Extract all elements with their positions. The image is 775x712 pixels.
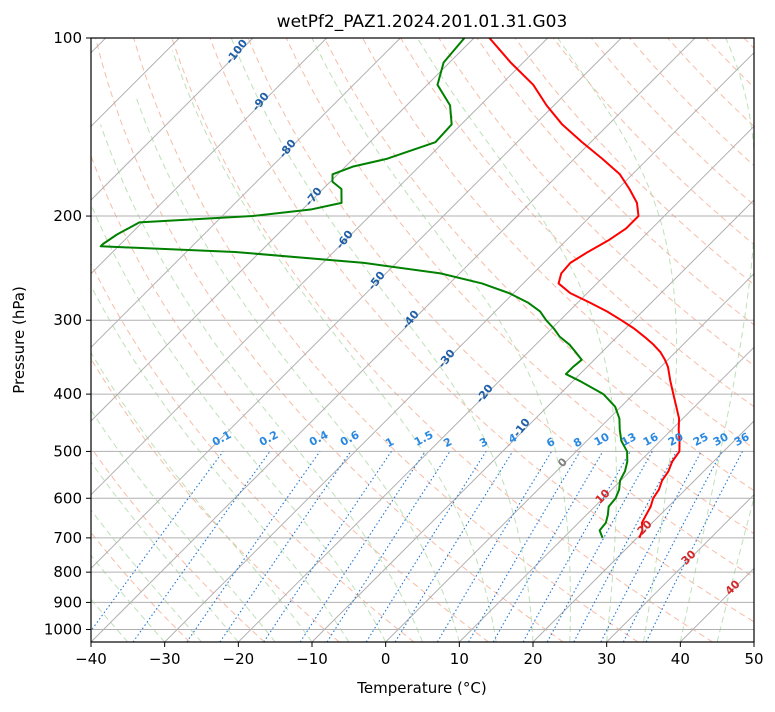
y-tick-label: 400 bbox=[53, 385, 82, 403]
x-tick-label: −20 bbox=[223, 650, 255, 668]
moist-adiabat-line bbox=[101, 124, 423, 642]
isotherm-line bbox=[459, 38, 775, 642]
chart-title: wetPf2_PAZ1.2024.201.01.31.G03 bbox=[277, 12, 568, 32]
mixing-ratio-line bbox=[264, 451, 392, 642]
moist-adiabat-label: 30 bbox=[679, 547, 699, 567]
moist-adiabat-line bbox=[172, 51, 496, 642]
dry-adiabat-line bbox=[668, 38, 775, 642]
x-tick-label: −30 bbox=[149, 650, 181, 668]
y-axis-label: Pressure (hPa) bbox=[10, 286, 28, 394]
mixing-ratio-label: 0.4 bbox=[307, 428, 331, 449]
dewpoint-profile-line bbox=[101, 38, 628, 538]
isotherm-line bbox=[165, 38, 769, 642]
isotherm-line bbox=[0, 38, 400, 642]
dry-adiabat-line bbox=[744, 38, 775, 642]
dry-adiabat-line bbox=[553, 38, 775, 642]
dry-adiabat-label: -70 bbox=[302, 185, 325, 209]
moist-adiabat-label: 10 bbox=[593, 486, 613, 506]
mixing-ratio-line bbox=[601, 451, 701, 642]
y-tick-label: 800 bbox=[53, 563, 82, 581]
moist-adiabat-line bbox=[0, 222, 275, 642]
dry-adiabat-line bbox=[0, 38, 190, 642]
x-tick-label: 20 bbox=[523, 650, 542, 668]
y-tick-label: 1000 bbox=[44, 620, 82, 638]
x-axis-label: Temperature (°C) bbox=[356, 679, 486, 697]
moist-adiabat-line bbox=[754, 38, 775, 642]
mixing-ratio-line bbox=[437, 451, 551, 642]
moist-adiabat-line bbox=[558, 38, 677, 642]
moist-adiabat-label: 40 bbox=[723, 577, 743, 597]
isotherm-line bbox=[91, 38, 695, 642]
mixing-ratio-label: 16 bbox=[641, 430, 661, 449]
mixing-ratio-label: 1 bbox=[383, 435, 396, 450]
dry-adiabat-line bbox=[591, 38, 775, 642]
y-tick-label: 900 bbox=[53, 593, 82, 611]
mixing-ratio-label: 0.2 bbox=[257, 428, 280, 449]
mixing-ratio-label: 36 bbox=[732, 430, 752, 449]
dry-adiabat-line bbox=[172, 38, 713, 642]
x-tick-label: −10 bbox=[296, 650, 328, 668]
mixing-ratio-line bbox=[469, 451, 581, 642]
mixing-ratio-label: 30 bbox=[711, 430, 731, 449]
mixing-ratio-line bbox=[366, 451, 486, 642]
plot-frame bbox=[91, 38, 754, 642]
y-tick-label: 500 bbox=[53, 442, 82, 460]
x-tick-label: −40 bbox=[75, 650, 107, 668]
y-tick-label: 700 bbox=[53, 529, 82, 547]
dry-adiabat-label: -90 bbox=[249, 90, 272, 114]
isotherm-line bbox=[386, 38, 775, 642]
dry-adiabat-label: -100 bbox=[223, 37, 250, 67]
moist-adiabat-label: 0 bbox=[555, 455, 570, 470]
mixing-ratio-label: 13 bbox=[619, 430, 639, 449]
x-tick-label: 10 bbox=[450, 650, 469, 668]
dry-adiabat-line bbox=[57, 38, 488, 642]
dry-adiabat-label: -30 bbox=[435, 347, 458, 371]
moist-adiabat-line bbox=[312, 38, 571, 642]
grid-layer bbox=[0, 38, 775, 642]
mixing-ratio-line bbox=[300, 451, 425, 642]
y-tick-label: 600 bbox=[53, 489, 82, 507]
x-tick-label: 0 bbox=[381, 650, 391, 668]
isotherm-line bbox=[17, 38, 621, 642]
mixing-ratio-label: 8 bbox=[571, 435, 584, 450]
dry-adiabat-line bbox=[477, 38, 775, 642]
mixing-ratio-label: 6 bbox=[544, 435, 557, 450]
x-tick-label: 50 bbox=[744, 650, 763, 668]
isotherm-line bbox=[754, 38, 775, 642]
moist-adiabat-label: 20 bbox=[635, 517, 655, 537]
mixing-ratio-line bbox=[220, 451, 351, 642]
dry-adiabat-line bbox=[515, 38, 775, 642]
moist-adiabat-line bbox=[717, 38, 775, 642]
isotherm-line bbox=[0, 38, 253, 642]
dry-adiabat-line bbox=[0, 38, 339, 642]
y-tick-label: 200 bbox=[53, 207, 82, 225]
mixing-ratio-label: 25 bbox=[691, 430, 711, 449]
mixing-ratio-label: 1.5 bbox=[412, 428, 435, 449]
x-tick-label: 40 bbox=[671, 650, 690, 668]
x-tick-label: 30 bbox=[597, 650, 616, 668]
moist-adiabat-line bbox=[231, 38, 533, 642]
mixing-ratio-line bbox=[327, 451, 450, 642]
dry-adiabat-line bbox=[439, 38, 775, 642]
dry-adiabat-label: -60 bbox=[333, 228, 356, 252]
dry-adiabat-label: -40 bbox=[399, 308, 422, 332]
isotherm-line bbox=[312, 38, 775, 642]
dry-adiabat-line bbox=[0, 38, 265, 642]
mixing-ratio-line bbox=[574, 451, 677, 642]
dry-adiabat-line bbox=[19, 38, 414, 642]
dry-adiabat-label: -20 bbox=[473, 382, 496, 406]
moist-adiabat-line bbox=[70, 151, 385, 642]
temperature-profile-line bbox=[489, 38, 679, 538]
mixing-ratio-line bbox=[547, 451, 652, 642]
dry-adiabat-line bbox=[629, 38, 775, 642]
isotherm-line bbox=[680, 38, 775, 642]
y-tick-label: 100 bbox=[53, 29, 82, 47]
y-tick-label: 300 bbox=[53, 311, 82, 329]
